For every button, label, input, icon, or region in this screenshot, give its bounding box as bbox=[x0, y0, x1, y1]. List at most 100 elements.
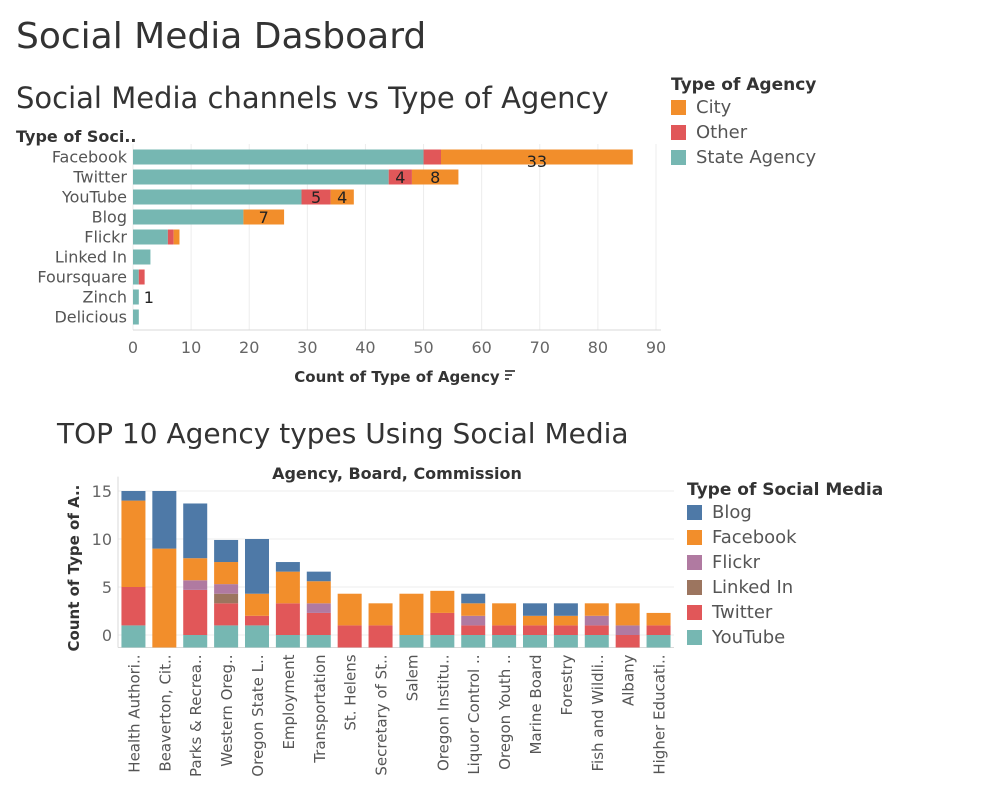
social-legend-item-label: Flickr bbox=[712, 552, 761, 573]
social-legend-item-label: Linked In bbox=[712, 577, 794, 598]
column-st-helens-facebook bbox=[337, 593, 362, 626]
column-liquor-control-flickr bbox=[461, 615, 486, 626]
agency-legend-item-swatch bbox=[671, 150, 686, 165]
social-legend-item-label: Blog bbox=[712, 502, 752, 523]
column-beaverton-cit-blog bbox=[152, 491, 177, 549]
chart1-title: Social Media channels vs Type of Agency bbox=[16, 81, 609, 115]
column-western-oreg-flickr bbox=[214, 584, 239, 594]
social-legend-item-youtube[interactable]: YouTube bbox=[687, 625, 883, 650]
social-legend-item-flickr[interactable]: Flickr bbox=[687, 550, 883, 575]
column-beaverton-cit-facebook bbox=[152, 548, 177, 648]
category-label-oregon-youth: Oregon Youth .. bbox=[496, 654, 514, 769]
category-label-marine-board: Marine Board bbox=[527, 654, 545, 754]
category-label-health-authori: Health Authori.. bbox=[125, 654, 143, 772]
bar-blog-state-agency bbox=[133, 209, 244, 225]
bar-flickr-state-agency bbox=[133, 229, 168, 245]
column-secretary-of-st-facebook bbox=[368, 603, 393, 626]
agency-legend-item-label: City bbox=[696, 97, 732, 118]
x-tick-label: 80 bbox=[588, 338, 608, 357]
y-axis-title: Type of Soci.. bbox=[16, 127, 136, 146]
column-marine-board-facebook bbox=[523, 615, 547, 626]
social-media-legend-items: Blog Facebook Flickr Linked In Twitter YouTub… bbox=[687, 500, 883, 650]
column-albany-facebook bbox=[615, 603, 640, 626]
bar-facebook-state-agency bbox=[133, 149, 424, 165]
y-tick-label: 5 bbox=[102, 578, 112, 597]
category-label-blog: Blog bbox=[92, 208, 127, 227]
bar-twitter-state-agency bbox=[133, 169, 389, 185]
agency-legend-item-label: State Agency bbox=[696, 147, 817, 168]
column-employment-twitter bbox=[275, 603, 300, 635]
social-legend-item-facebook[interactable]: Facebook bbox=[687, 525, 883, 550]
column-western-oreg-linked-in bbox=[214, 593, 239, 604]
sort-descending-icon bbox=[505, 370, 515, 380]
bar-delicious-state-agency bbox=[133, 309, 139, 325]
chart2-svg: Agency, Board, Commission 0 5 10 15 Count of … bbox=[65, 464, 674, 777]
bar-zinch-state-agency bbox=[133, 289, 139, 305]
category-label-zinch: Zinch bbox=[83, 288, 127, 307]
category-label-st-helens: St. Helens bbox=[342, 654, 360, 730]
category-label-oregon-state-l: Oregon State L.. bbox=[249, 654, 267, 776]
column-parks-recrea-youtube bbox=[183, 635, 208, 648]
column-parks-recrea-flickr bbox=[183, 580, 208, 590]
social-legend-item-label: Twitter bbox=[712, 602, 773, 623]
column-albany-flickr bbox=[615, 625, 640, 635]
bar-linked-in-state-agency bbox=[133, 249, 151, 265]
x-tick-label: 50 bbox=[413, 338, 433, 357]
column-fish-and-wildli-facebook bbox=[584, 603, 609, 616]
agency-legend-item-other[interactable]: Other bbox=[671, 120, 816, 145]
category-label-liquor-control: Liquor Control .. bbox=[465, 654, 483, 774]
bar-blog-city bbox=[243, 209, 285, 225]
category-label-youtube: YouTube bbox=[61, 188, 127, 207]
data-label: 4 bbox=[337, 188, 347, 207]
social-media-legend: Type of Social Media Blog Facebook Flickr L… bbox=[687, 480, 883, 650]
category-label-higher-educati: Higher Educati.. bbox=[651, 654, 669, 774]
sort-icon-line bbox=[505, 370, 515, 372]
column-liquor-control-blog bbox=[461, 593, 486, 604]
bar-foursquare-other bbox=[138, 269, 145, 285]
column-liquor-control-twitter bbox=[461, 625, 486, 635]
social-legend-item-blog[interactable]: Blog bbox=[687, 500, 883, 525]
x-tick-label: 20 bbox=[239, 338, 259, 357]
agency-legend-item-swatch bbox=[671, 125, 686, 140]
column-oregon-institu-twitter bbox=[430, 612, 455, 635]
column-oregon-state-l-facebook bbox=[245, 593, 269, 616]
agency-type-legend-title: Type of Agency bbox=[671, 75, 817, 95]
agency-type-legend: Type of Agency City Other State Agency bbox=[671, 75, 816, 170]
bar-facebook-city bbox=[440, 149, 633, 165]
column-western-oreg-blog bbox=[214, 539, 239, 563]
x-tick-label: 0 bbox=[128, 338, 138, 357]
category-label-transportation: Transportation bbox=[311, 654, 329, 763]
bar-facebook-other bbox=[423, 149, 441, 165]
category-label-employment: Employment bbox=[280, 654, 298, 749]
category-label-salem: Salem bbox=[403, 654, 421, 701]
column-salem-facebook bbox=[399, 593, 424, 635]
social-legend-item-twitter[interactable]: Twitter bbox=[687, 600, 883, 625]
category-label-albany: Albany bbox=[620, 654, 638, 706]
agency-legend-item-state-agency[interactable]: State Agency bbox=[671, 145, 816, 170]
data-label: 5 bbox=[311, 188, 321, 207]
agency-type-legend-items: City Other State Agency bbox=[671, 95, 816, 170]
column-transportation-facebook bbox=[306, 581, 331, 604]
column-secretary-of-st-twitter bbox=[368, 625, 393, 648]
social-legend-item-swatch bbox=[687, 630, 702, 645]
column-western-oreg-facebook bbox=[214, 562, 239, 585]
category-label-beaverton-cit: Beaverton, Cit.. bbox=[156, 654, 174, 771]
column-health-authori-twitter bbox=[121, 587, 146, 626]
column-employment-facebook bbox=[275, 571, 300, 604]
agency-legend-item-city[interactable]: City bbox=[671, 95, 816, 120]
column-higher-educati-facebook bbox=[646, 612, 671, 626]
bar-youtube-city bbox=[330, 189, 354, 205]
column-western-oreg-twitter bbox=[214, 603, 239, 626]
column-health-authori-youtube bbox=[121, 625, 146, 648]
column-marine-board-youtube bbox=[523, 635, 547, 648]
column-liquor-control-youtube bbox=[461, 635, 486, 648]
column-higher-educati-youtube bbox=[646, 635, 671, 648]
data-label: 7 bbox=[259, 208, 269, 227]
bar-youtube-other bbox=[301, 189, 331, 205]
social-legend-item-linked-in[interactable]: Linked In bbox=[687, 575, 883, 600]
column-oregon-youth-youtube bbox=[492, 635, 517, 648]
column-forestry-facebook bbox=[553, 615, 578, 626]
chart2-title: TOP 10 Agency types Using Social Media bbox=[57, 417, 629, 450]
x-tick-label: 10 bbox=[181, 338, 201, 357]
column-oregon-state-l-blog bbox=[245, 539, 269, 594]
